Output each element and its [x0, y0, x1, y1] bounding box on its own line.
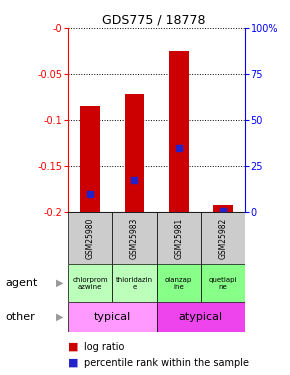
- Text: typical: typical: [94, 312, 131, 322]
- Bar: [112, 212, 157, 264]
- Bar: [157, 264, 201, 302]
- Text: olanzap
ine: olanzap ine: [165, 277, 192, 290]
- Text: GSM25983: GSM25983: [130, 217, 139, 259]
- Text: GSM25980: GSM25980: [86, 217, 95, 259]
- Text: agent: agent: [6, 278, 38, 288]
- Bar: [124, 94, 144, 212]
- Bar: [68, 212, 112, 264]
- Bar: [80, 106, 100, 212]
- Bar: [112, 264, 157, 302]
- Text: atypical: atypical: [179, 312, 223, 322]
- Bar: [157, 212, 201, 264]
- Text: GSM25981: GSM25981: [174, 217, 183, 259]
- Bar: [68, 302, 157, 332]
- Text: percentile rank within the sample: percentile rank within the sample: [84, 358, 249, 368]
- Text: GDS775 / 18778: GDS775 / 18778: [102, 13, 205, 26]
- Bar: [157, 302, 245, 332]
- Text: ■: ■: [68, 342, 79, 352]
- Text: ▶: ▶: [56, 278, 63, 288]
- Bar: [201, 264, 245, 302]
- Bar: [169, 51, 189, 212]
- Text: chlorprom
azwine: chlorprom azwine: [72, 277, 108, 290]
- Text: quetiapi
ne: quetiapi ne: [209, 277, 237, 290]
- Text: thioridazin
e: thioridazin e: [116, 277, 153, 290]
- Text: ▶: ▶: [56, 312, 63, 322]
- Bar: [201, 212, 245, 264]
- Text: other: other: [6, 312, 36, 322]
- Bar: [213, 206, 233, 212]
- Bar: [68, 264, 112, 302]
- Text: GSM25982: GSM25982: [218, 217, 227, 259]
- Text: ■: ■: [68, 358, 79, 368]
- Text: log ratio: log ratio: [84, 342, 124, 352]
